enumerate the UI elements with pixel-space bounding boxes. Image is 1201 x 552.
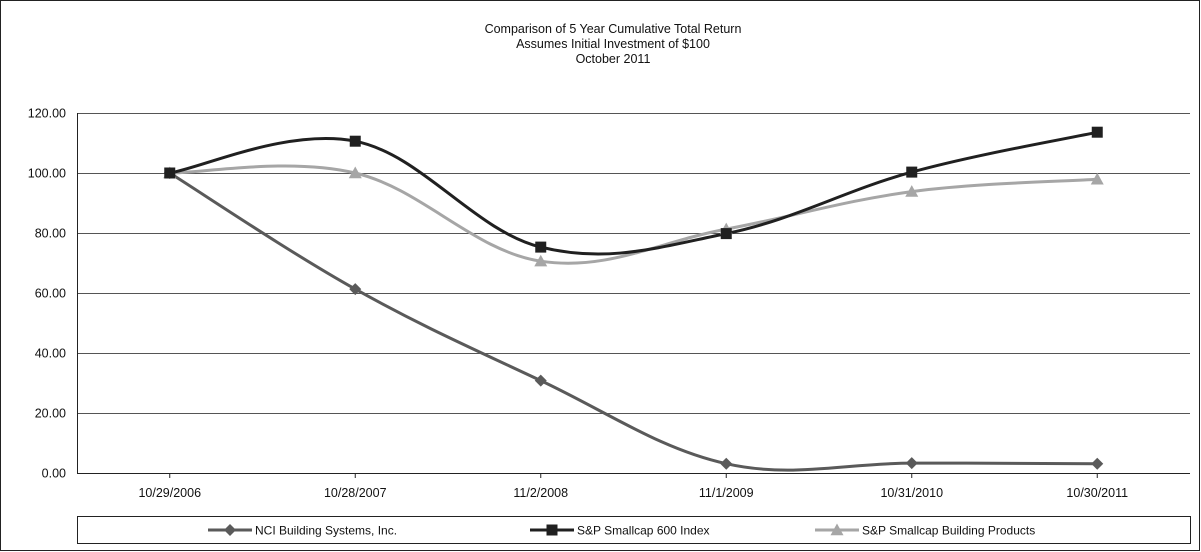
legend-label: S&P Smallcap 600 Index: [577, 524, 710, 538]
data-point-triangle: [534, 254, 548, 267]
legend-marker: [224, 524, 236, 536]
x-tick-label: 11/1/2009: [699, 486, 754, 500]
series-line: [168, 171, 1098, 472]
legend-label: S&P Smallcap Building Products: [862, 524, 1035, 538]
y-axis-ticks: 0.00 20.00 40.00 60.00 80.00 100.00 120.00: [28, 107, 66, 481]
x-tick-label: 10/28/2007: [324, 486, 387, 500]
data-point-square: [535, 241, 547, 253]
x-axis-ticks: 10/29/2006 10/28/2007 11/2/2008 11/1/2009 10…: [138, 473, 1128, 500]
data-point-triangle: [348, 166, 362, 179]
x-tick-label: 10/30/2011: [1066, 486, 1128, 500]
legend-box: [77, 516, 1191, 544]
chart-title: Comparison of 5 Year Cumulative Total Re…: [485, 22, 742, 66]
series-line: [169, 130, 1098, 256]
legend-marker: [546, 524, 558, 536]
chart-title-line-3: October 2011: [576, 52, 651, 66]
chart-title-line-2: Assumes Initial Investment of $100: [516, 37, 710, 51]
y-tick-label: 60.00: [35, 287, 66, 301]
data-point-square: [720, 228, 732, 240]
series-line: [169, 164, 1098, 265]
series-markers: [163, 126, 1104, 470]
y-tick-label: 120.00: [28, 107, 66, 121]
data-point-diamond: [720, 457, 733, 470]
x-tick-label: 10/31/2010: [880, 486, 943, 500]
y-tick-label: 100.00: [28, 167, 66, 181]
data-point-diamond: [905, 457, 918, 470]
data-point-triangle: [1090, 172, 1104, 185]
gridlines: [77, 113, 1190, 474]
data-point-diamond: [534, 374, 547, 387]
data-point-diamond: [349, 283, 362, 296]
legend-label: NCI Building Systems, Inc.: [255, 524, 397, 538]
data-point-triangle: [905, 185, 919, 197]
data-point-diamond: [1091, 457, 1104, 470]
chart-title-line-1: Comparison of 5 Year Cumulative Total Re…: [485, 22, 742, 36]
x-tick-label: 10/29/2006: [138, 486, 201, 500]
series-lines: [168, 130, 1098, 472]
y-tick-label: 80.00: [35, 227, 66, 241]
y-tick-label: 40.00: [35, 347, 66, 361]
data-point-square: [906, 166, 918, 178]
y-tick-label: 0.00: [42, 467, 66, 481]
data-point-square: [1091, 126, 1103, 138]
legend: NCI Building Systems, Inc. S&P Smallcap 6…: [77, 516, 1191, 544]
x-tick-label: 11/2/2008: [513, 486, 568, 500]
legend-marker: [830, 523, 844, 536]
y-tick-label: 20.00: [35, 407, 66, 421]
data-point-square: [164, 167, 176, 179]
data-point-square: [349, 135, 361, 147]
